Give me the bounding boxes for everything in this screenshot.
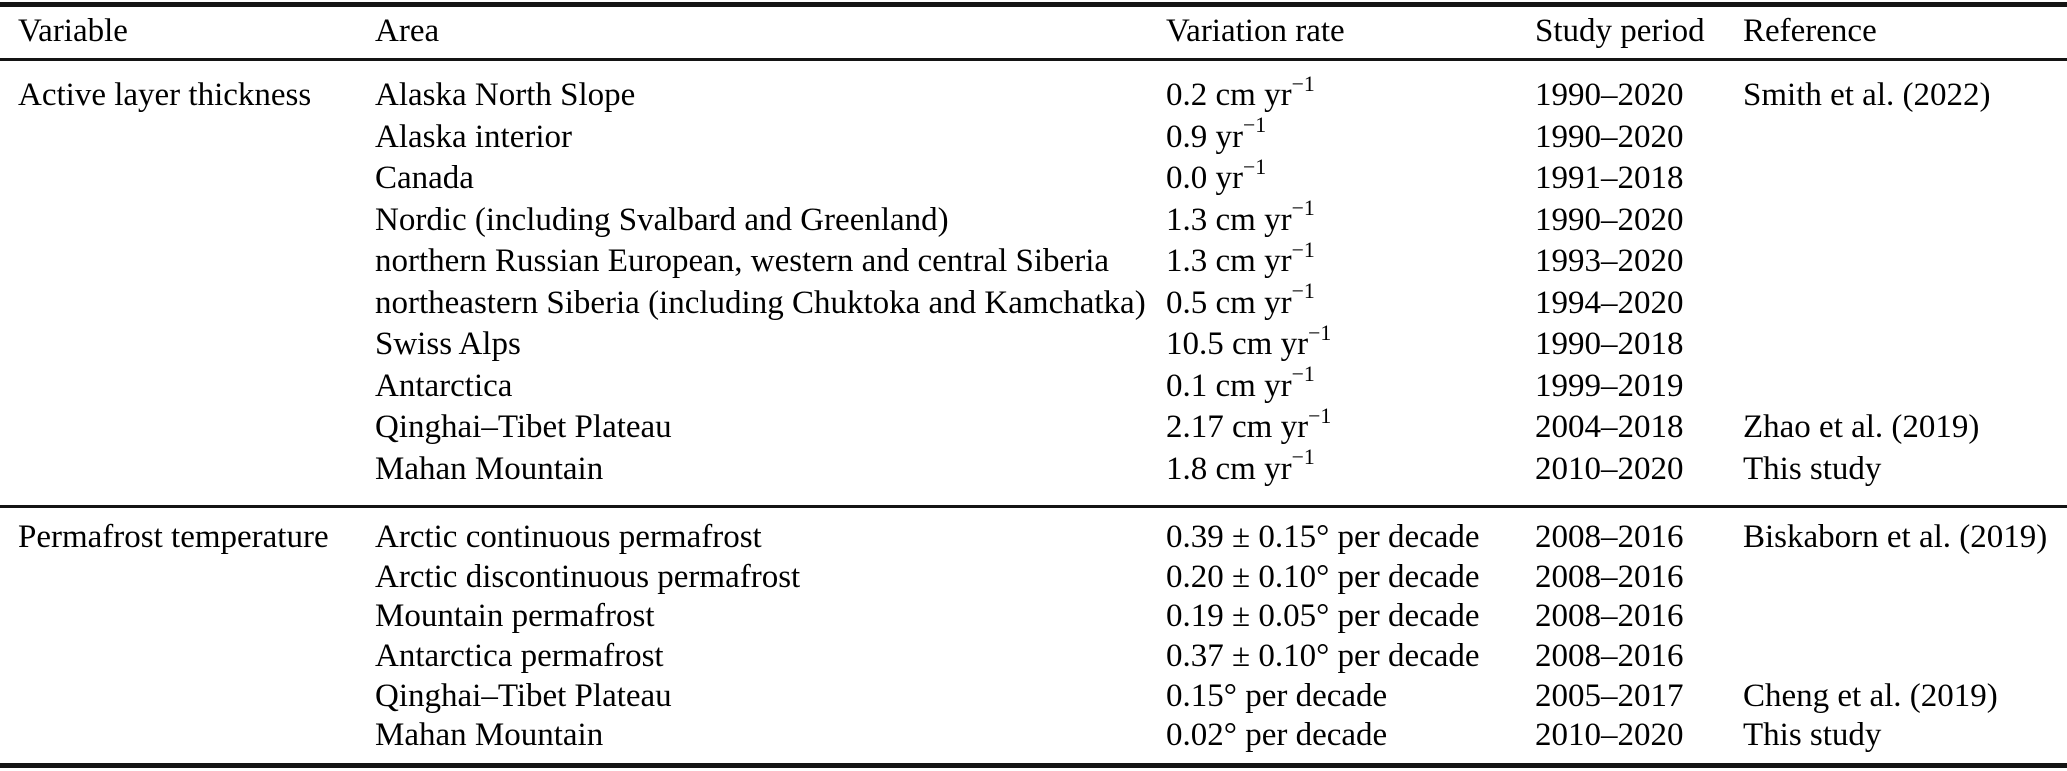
rate-exponent: −1 bbox=[1308, 320, 1332, 345]
cell-study-period: 1990–2018 bbox=[1535, 326, 1684, 363]
cell-variation-rate: 0.0 yr−1 bbox=[1166, 154, 1267, 197]
cell-study-period: 1991–2018 bbox=[1535, 160, 1684, 197]
cell-reference: This study bbox=[1743, 450, 1882, 487]
table-row: northern Russian European, western and c… bbox=[0, 237, 2067, 283]
cell-variation-rate: 0.39 ± 0.15° per decade bbox=[1166, 519, 1480, 556]
cell-area: Mountain permafrost bbox=[375, 598, 655, 635]
cell-study-period: 2008–2016 bbox=[1535, 519, 1684, 556]
cell-variation-rate: 0.15° per decade bbox=[1166, 677, 1388, 714]
cell-variation-rate: 0.9 yr−1 bbox=[1166, 113, 1267, 155]
rate-exponent: −1 bbox=[1291, 445, 1315, 470]
table-row: Antarctica 0.1 cm yr−1 1999–2019 bbox=[0, 362, 2067, 408]
cell-area: Qinghai–Tibet Plateau bbox=[375, 409, 672, 446]
cell-variation-rate: 0.37 ± 0.10° per decade bbox=[1166, 638, 1480, 675]
cell-study-period: 1999–2019 bbox=[1535, 367, 1684, 404]
cell-variation-rate: 0.19 ± 0.05° per decade bbox=[1166, 598, 1480, 635]
table-row: Canada 0.0 yr−1 1991–2018 bbox=[0, 154, 2067, 200]
cell-reference: Cheng et al. (2019) bbox=[1743, 677, 1998, 714]
table-row: Swiss Alps 10.5 cm yr−1 1990–2018 bbox=[0, 320, 2067, 366]
cell-area: northeastern Siberia (including Chuktoka… bbox=[375, 284, 1146, 321]
cell-area: Canada bbox=[375, 160, 474, 197]
top-rule bbox=[0, 2, 2067, 7]
table-row: Active layer thickness Alaska North Slop… bbox=[0, 71, 2067, 117]
cell-variation-rate: 0.5 cm yr−1 bbox=[1166, 279, 1315, 321]
cell-area: Arctic discontinuous permafrost bbox=[375, 558, 801, 595]
section-active-layer-thickness: Active layer thickness Alaska North Slop… bbox=[0, 71, 2067, 491]
cell-area: Antarctica permafrost bbox=[375, 638, 664, 675]
cell-variable: Permafrost temperature bbox=[18, 519, 329, 556]
cell-variation-rate: 1.3 cm yr−1 bbox=[1166, 237, 1315, 280]
table-row: Mahan Mountain 1.8 cm yr−1 2010–2020 Thi… bbox=[0, 445, 2067, 491]
section-divider-rule bbox=[0, 505, 2067, 508]
table-row: Mountain permafrost 0.19 ± 0.05° per dec… bbox=[0, 597, 2067, 637]
rate-exponent: −1 bbox=[1243, 154, 1267, 179]
column-header-area: Area bbox=[375, 12, 440, 49]
cell-study-period: 1990–2020 bbox=[1535, 77, 1684, 114]
cell-reference: Smith et al. (2022) bbox=[1743, 77, 1991, 114]
cell-area: Swiss Alps bbox=[375, 326, 521, 363]
table-row: Antarctica permafrost 0.37 ± 0.10° per d… bbox=[0, 637, 2067, 677]
cell-study-period: 1990–2020 bbox=[1535, 118, 1684, 155]
cell-study-period: 1993–2020 bbox=[1535, 243, 1684, 280]
cell-study-period: 2010–2020 bbox=[1535, 450, 1684, 487]
header-rule bbox=[0, 58, 2067, 61]
cell-variation-rate: 0.20 ± 0.10° per decade bbox=[1166, 558, 1480, 595]
table-row: Permafrost temperature Arctic continuous… bbox=[0, 518, 2067, 558]
cell-variation-rate: 0.1 cm yr−1 bbox=[1166, 362, 1315, 404]
rate-exponent: −1 bbox=[1308, 403, 1332, 428]
table-row: Arctic discontinuous permafrost 0.20 ± 0… bbox=[0, 558, 2067, 598]
table-row: northeastern Siberia (including Chuktoka… bbox=[0, 279, 2067, 325]
cell-study-period: 2008–2016 bbox=[1535, 598, 1684, 635]
table-row: Alaska interior 0.9 yr−1 1990–2020 bbox=[0, 113, 2067, 159]
column-header-reference: Reference bbox=[1743, 12, 1877, 49]
cell-variable: Active layer thickness bbox=[18, 77, 312, 114]
cell-area: Mahan Mountain bbox=[375, 450, 604, 487]
rate-exponent: −1 bbox=[1291, 237, 1315, 262]
cell-area: northern Russian European, western and c… bbox=[375, 243, 1110, 280]
cell-study-period: 2008–2016 bbox=[1535, 558, 1684, 595]
rate-exponent: −1 bbox=[1243, 113, 1267, 138]
column-header-variation-rate: Variation rate bbox=[1166, 12, 1345, 49]
cell-area: Arctic continuous permafrost bbox=[375, 519, 762, 556]
cell-area: Alaska North Slope bbox=[375, 77, 636, 114]
cell-reference: Zhao et al. (2019) bbox=[1743, 409, 1980, 446]
cell-area: Nordic (including Svalbard and Greenland… bbox=[375, 201, 949, 238]
cell-variation-rate: 1.3 cm yr−1 bbox=[1166, 196, 1315, 238]
rate-exponent: −1 bbox=[1291, 279, 1315, 304]
table-row: Mahan Mountain 0.02° per decade 2010–202… bbox=[0, 716, 2067, 756]
section-permafrost-temperature: Permafrost temperature Arctic continuous… bbox=[0, 518, 2067, 756]
cell-study-period: 2004–2018 bbox=[1535, 409, 1684, 446]
cell-reference: Biskaborn et al. (2019) bbox=[1743, 519, 2048, 556]
cell-variation-rate: 0.02° per decade bbox=[1166, 717, 1388, 754]
column-header-study-period: Study period bbox=[1535, 12, 1705, 49]
cell-variation-rate: 2.17 cm yr−1 bbox=[1166, 403, 1332, 446]
cell-area: Antarctica bbox=[375, 367, 513, 404]
cell-area: Qinghai–Tibet Plateau bbox=[375, 677, 672, 714]
table-header-row: Variable Area Variation rate Study perio… bbox=[0, 8, 2067, 54]
cell-area: Alaska interior bbox=[375, 118, 573, 155]
rate-exponent: −1 bbox=[1291, 362, 1315, 387]
cell-study-period: 2010–2020 bbox=[1535, 717, 1684, 754]
cell-study-period: 2008–2016 bbox=[1535, 638, 1684, 675]
column-header-variable: Variable bbox=[18, 12, 128, 49]
cell-study-period: 1990–2020 bbox=[1535, 201, 1684, 238]
cell-area: Mahan Mountain bbox=[375, 717, 604, 754]
table-row: Qinghai–Tibet Plateau 2.17 cm yr−1 2004–… bbox=[0, 403, 2067, 449]
rate-exponent: −1 bbox=[1291, 196, 1315, 221]
cell-study-period: 2005–2017 bbox=[1535, 677, 1684, 714]
cell-variation-rate: 10.5 cm yr−1 bbox=[1166, 320, 1332, 363]
cell-variation-rate: 0.2 cm yr−1 bbox=[1166, 71, 1315, 114]
cell-variation-rate: 1.8 cm yr−1 bbox=[1166, 445, 1315, 487]
table-row: Qinghai–Tibet Plateau 0.15° per decade 2… bbox=[0, 676, 2067, 716]
cell-study-period: 1994–2020 bbox=[1535, 284, 1684, 321]
bottom-rule bbox=[0, 763, 2067, 768]
rate-exponent: −1 bbox=[1291, 71, 1315, 96]
cell-reference: This study bbox=[1743, 717, 1882, 754]
table-row: Nordic (including Svalbard and Greenland… bbox=[0, 196, 2067, 242]
